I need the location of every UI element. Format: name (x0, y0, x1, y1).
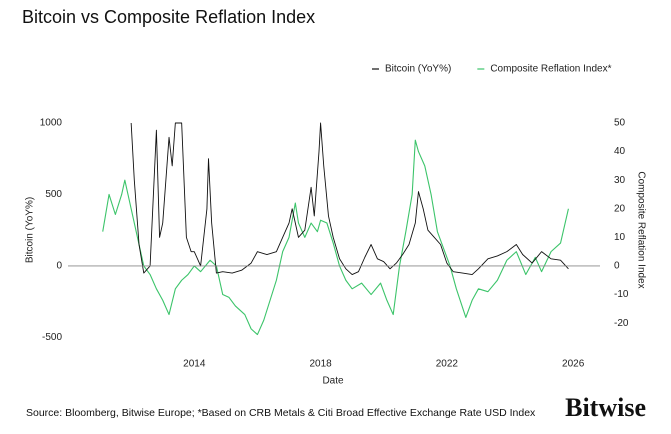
y-tick-label: 500 (45, 189, 62, 200)
x-tick-label: 2026 (562, 359, 585, 370)
y-tick-label: 1000 (40, 118, 63, 129)
legend-label: Bitcoin (YoY%) (385, 64, 451, 75)
x-tick-label: 2014 (183, 359, 206, 370)
y2-tick-label: 0 (614, 261, 620, 272)
y2-tick-label: -10 (614, 289, 629, 300)
plot-area (102, 122, 569, 336)
y2-tick-label: 50 (614, 118, 626, 129)
logo: Bitwise (565, 393, 646, 422)
x-tick-label: 2022 (436, 359, 459, 370)
y-tick-label: -500 (42, 332, 62, 343)
series-line (130, 122, 569, 275)
y-tick-label: 0 (56, 261, 62, 272)
y2-tick-label: 40 (614, 146, 626, 157)
x-tick-label: 2018 (309, 359, 332, 370)
legend-label: Composite Reflation Index* (490, 64, 611, 75)
y2-tick-label: 30 (614, 175, 626, 186)
y2-tick-label: 10 (614, 232, 626, 243)
chart-title: Bitcoin vs Composite Reflation Index (22, 7, 315, 27)
y2-tick-label: 20 (614, 203, 626, 214)
y2-axis-label: Composite Reflation Index (635, 171, 646, 288)
y2-tick-label: -20 (614, 318, 629, 329)
x-axis-label: Date (322, 376, 344, 387)
y-axis-label: Bitcoin (YoY%) (25, 197, 36, 263)
series-line (102, 139, 569, 336)
source-note: Source: Bloomberg, Bitwise Europe; *Base… (26, 407, 536, 419)
